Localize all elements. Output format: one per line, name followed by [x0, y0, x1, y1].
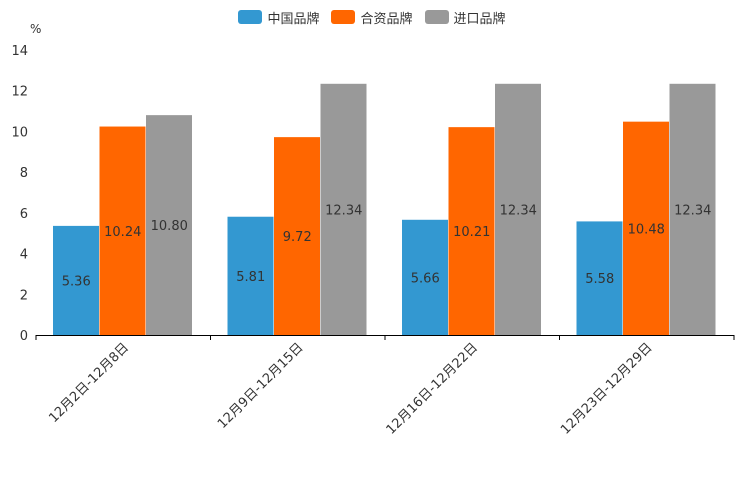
y-tick-label: 0 [20, 329, 28, 344]
legend-swatch-china-brand [238, 10, 263, 24]
bar-3-2 [669, 83, 716, 335]
data-label: 12.34 [500, 203, 537, 218]
bar-1-1 [274, 137, 320, 335]
legend-item-jv-brand[interactable]: 合资品牌 [331, 8, 413, 27]
data-label: 9.72 [283, 230, 312, 245]
data-label: 10.24 [104, 225, 141, 240]
bar-3-0 [576, 221, 623, 335]
bar-2-1 [448, 127, 495, 336]
bar-1-0 [227, 216, 274, 335]
legend-swatch-jv-brand [331, 10, 356, 24]
legend-label-import-brand: 进口品牌 [453, 11, 506, 27]
x-tick-label: 12月16日-12月22日 [384, 340, 481, 437]
data-label: 5.81 [236, 270, 265, 285]
bar-3-1 [623, 121, 669, 335]
x-tick-label: 12月9日-12月15日 [215, 340, 307, 432]
bar-2-2 [495, 83, 541, 335]
data-label: 5.58 [585, 272, 614, 287]
bar-0-1 [99, 126, 146, 335]
legend-item-china-brand[interactable]: 中国品牌 [238, 8, 319, 27]
y-axis-unit-label: % [30, 22, 41, 36]
y-tick-label: 14 [11, 44, 28, 59]
bar-0-2 [146, 115, 192, 335]
y-tick-label: 2 [20, 288, 28, 303]
bar-0-0 [53, 225, 99, 335]
data-label: 12.34 [674, 203, 711, 218]
data-label: 5.66 [411, 271, 440, 286]
y-tick-label: 8 [20, 166, 28, 181]
data-label: 10.21 [453, 225, 490, 240]
y-tick-label: 10 [11, 125, 28, 140]
legend-item-import-brand[interactable]: 进口品牌 [424, 8, 506, 27]
x-tick-label: 12月23日-12月29日 [558, 340, 655, 437]
data-label: 12.34 [325, 203, 362, 218]
y-tick-label: 12 [11, 85, 28, 100]
legend-label-china-brand: 中国品牌 [267, 11, 320, 27]
legend-label-jv-brand: 合资品牌 [360, 11, 413, 27]
data-label: 10.48 [628, 222, 665, 237]
data-label: 10.80 [151, 219, 188, 234]
y-tick-label: 4 [20, 248, 28, 263]
x-tick-label: 12月2日-12月8日 [46, 340, 132, 426]
bar-2-0 [402, 219, 448, 335]
legend: 中国品牌 合资品牌 进口品牌 [0, 7, 744, 27]
bar-1-2 [320, 83, 367, 335]
data-label: 5.36 [62, 274, 91, 289]
y-tick-label: 6 [20, 207, 28, 222]
legend-swatch-import-brand [424, 10, 449, 24]
